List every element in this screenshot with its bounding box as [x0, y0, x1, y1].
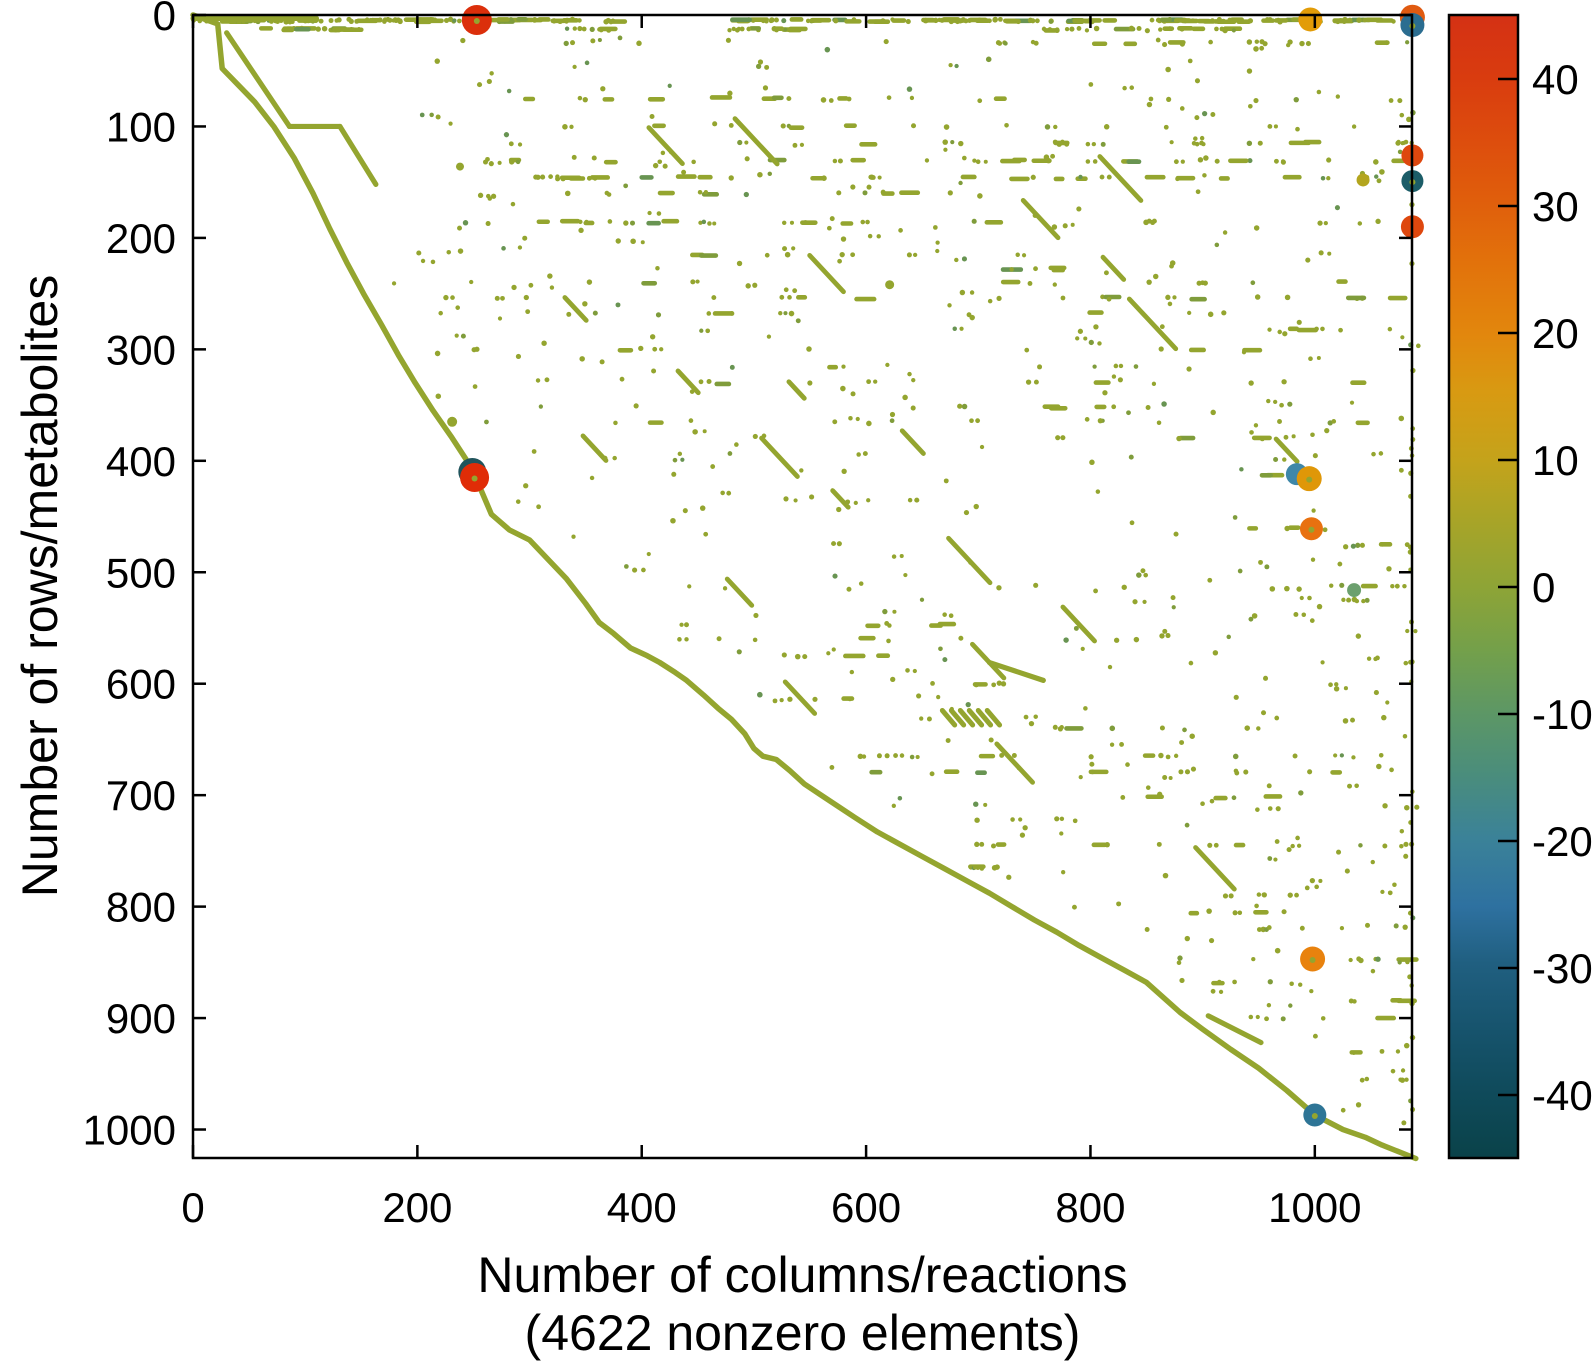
- colorbar-tick-label: 40: [1532, 56, 1579, 103]
- colorbar-tick-label: 30: [1532, 183, 1579, 230]
- value-marker: [1347, 583, 1362, 598]
- plot-box: [191, 13, 1414, 1160]
- y-tick-label: 100: [106, 103, 176, 150]
- x-tick-label: 1000: [1268, 1184, 1361, 1231]
- x-tick-label: 0: [181, 1184, 204, 1231]
- value-marker: [1298, 7, 1323, 32]
- colorbar-tick-label: -20: [1532, 818, 1593, 865]
- colorbar-tick-label: 20: [1532, 310, 1579, 357]
- colorbar: 40 30 20 10 0 -10 -20 -30 -40: [1447, 13, 1593, 1160]
- colorbar-tick-label: 0: [1532, 564, 1555, 611]
- x-axis-sublabel: (4622 nonzero elements): [524, 1305, 1081, 1361]
- x-axis-label: Number of columns/reactions: [477, 1247, 1128, 1303]
- diagonal-runs-layer: [562, 116, 1300, 892]
- x-tick-label: 600: [831, 1184, 901, 1231]
- x-tick-label: 200: [382, 1184, 452, 1231]
- large-value-markers: [458, 4, 1425, 1127]
- y-tick-label: 800: [106, 884, 176, 931]
- colorbar-tick-label: -30: [1532, 945, 1593, 992]
- y-tick-label: 300: [106, 326, 176, 373]
- y-tick-label: 200: [106, 215, 176, 262]
- colorbar-tick-label: 10: [1532, 437, 1579, 484]
- x-tick-label: 800: [1055, 1184, 1125, 1231]
- colorbar-tick-label: -40: [1532, 1072, 1593, 1119]
- y-tick-label: 0: [153, 0, 176, 39]
- x-tick-label: 400: [607, 1184, 677, 1231]
- y-tick-label: 400: [106, 438, 176, 485]
- value-marker: [1356, 173, 1370, 187]
- envelope-curve: [190, 12, 1419, 1162]
- colorbar-tick-label: -10: [1532, 691, 1593, 738]
- y-tick-label: 600: [106, 661, 176, 708]
- y-tick-label: 900: [106, 995, 176, 1042]
- y-axis-label: Number of rows/metabolites: [12, 274, 68, 898]
- y-tick-label: 1000: [83, 1107, 176, 1154]
- y-tick-label: 500: [106, 549, 176, 596]
- axes: 0 200 400 600 800 100001002003004005006007008…: [83, 0, 1414, 1231]
- y-tick-label: 700: [106, 772, 176, 819]
